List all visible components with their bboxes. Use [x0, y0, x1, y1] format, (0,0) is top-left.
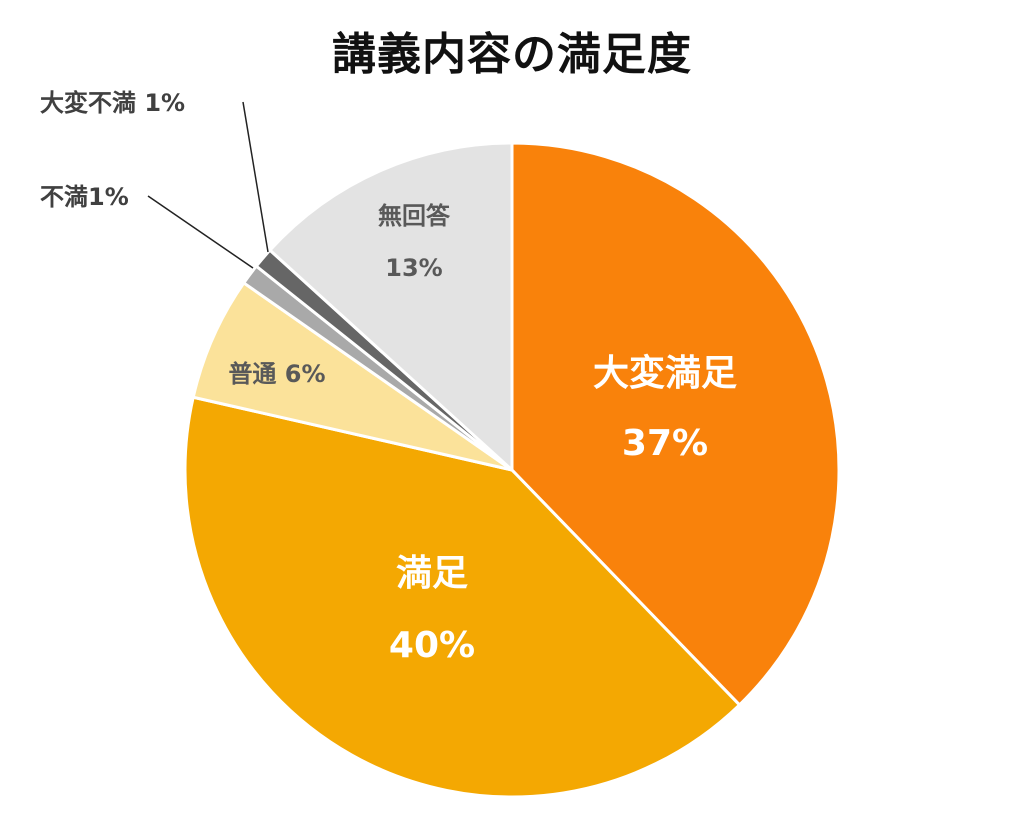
slice-label-name-0: 大変満足 [593, 352, 737, 394]
slice-label-2: 普通 6% [228, 360, 325, 388]
slice-label-value-1: 40% [389, 625, 475, 666]
slice-label-value-5: 13% [385, 254, 442, 282]
slice-0 [510, 141, 841, 708]
leader-line-4 [242, 101, 269, 253]
slice-label-4: 大変不満 1% [40, 89, 185, 117]
slice-1 [183, 395, 742, 799]
slice-label-value-0: 37% [622, 423, 708, 464]
slice-label-3: 不満1% [40, 183, 129, 211]
slice-label-name-1: 満足 [396, 553, 468, 594]
chart-title: 講義内容の満足度 [332, 29, 692, 80]
slice-label-name-5: 無回答 [378, 202, 451, 230]
slice-5 [267, 141, 514, 474]
leader-line-3 [147, 195, 254, 269]
slice-2 [191, 280, 513, 472]
